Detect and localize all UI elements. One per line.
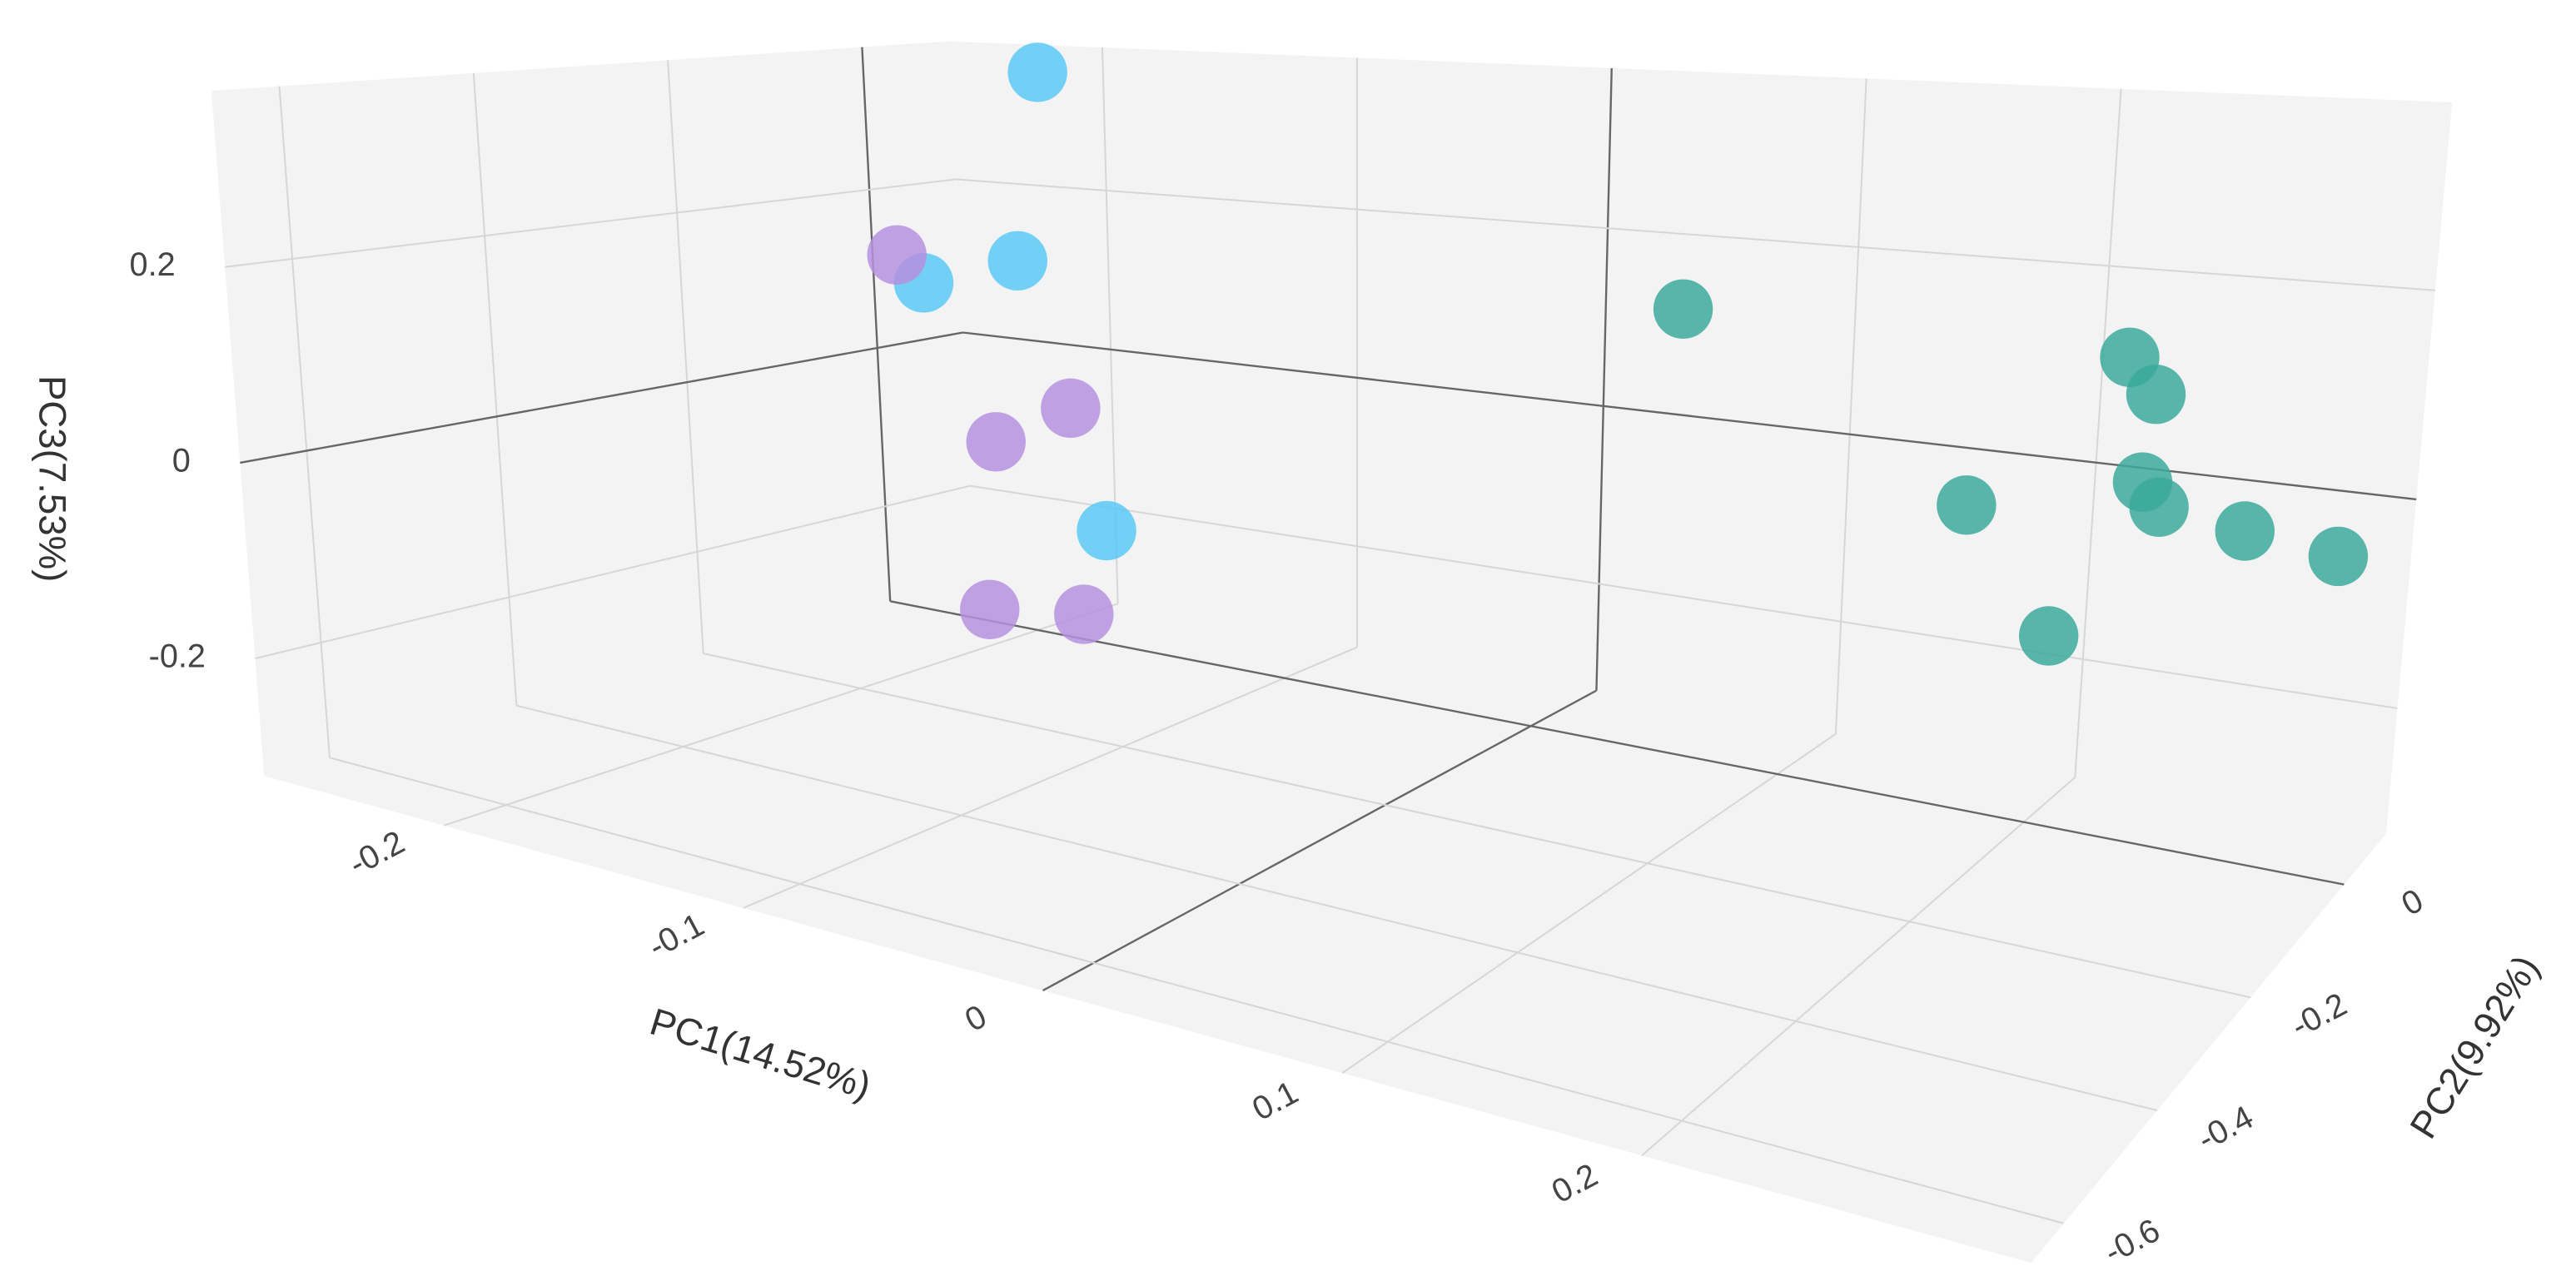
point [960, 579, 1020, 639]
point [1054, 584, 1114, 644]
grid-line [703, 653, 2251, 999]
grid-line [240, 331, 963, 464]
z-tick-label: -0.2 [149, 638, 206, 675]
point [2126, 365, 2186, 425]
grid-line [1834, 78, 1867, 734]
grid-line [255, 484, 971, 660]
grid-line [278, 86, 331, 758]
grid-line [443, 603, 1118, 827]
grid [225, 47, 2435, 1224]
y-tick-label: 0 [2395, 882, 2429, 923]
x-tick-label: -0.2 [343, 824, 410, 883]
y-axis-title: PC2(9.92%) [2402, 948, 2548, 1146]
point [1937, 475, 1997, 535]
grid-line [667, 60, 704, 654]
x-tick-label: 0.1 [1246, 1074, 1304, 1128]
grid-line [472, 72, 518, 706]
point [2215, 501, 2275, 561]
point [1041, 378, 1101, 439]
y-tick-label: -0.6 [2098, 1212, 2166, 1271]
point [966, 412, 1026, 472]
point [1007, 42, 1067, 102]
grid-line [2074, 88, 2122, 777]
point [2129, 477, 2189, 537]
point [867, 225, 927, 285]
point [987, 231, 1047, 291]
left-pane [211, 41, 975, 777]
grid-line [1341, 732, 1837, 1074]
point [1653, 279, 1713, 339]
points [867, 42, 2369, 666]
z-axis-title: PC3(7.53%) [31, 375, 73, 582]
grid-line [1641, 777, 2076, 1157]
y-tick-label: -0.2 [2285, 986, 2353, 1045]
floor-pane [264, 578, 2386, 1264]
point [2308, 526, 2369, 587]
y-tick-label: -0.4 [2192, 1099, 2260, 1158]
x-tick-label: -0.1 [643, 906, 710, 966]
grid-line [516, 704, 2158, 1112]
z-tick-label: 0 [172, 442, 191, 479]
grid-line [329, 757, 2065, 1224]
grid-line [889, 600, 2345, 886]
x-axis-title: PC1(14.52%) [645, 1000, 876, 1108]
grid-line [743, 646, 1358, 909]
grid-line [955, 178, 2435, 291]
point [2018, 606, 2079, 666]
grid-line [1595, 67, 1613, 691]
grid-line [1042, 689, 1598, 992]
x-tick-label: 0 [959, 998, 992, 1039]
x-tick-label: 0.2 [1546, 1156, 1604, 1210]
grid-line [861, 47, 892, 602]
grid-line [225, 178, 957, 268]
point [1077, 500, 1136, 561]
grid-line [962, 331, 2417, 501]
z-tick-label: 0.2 [130, 246, 176, 283]
grid-line [969, 484, 2398, 709]
